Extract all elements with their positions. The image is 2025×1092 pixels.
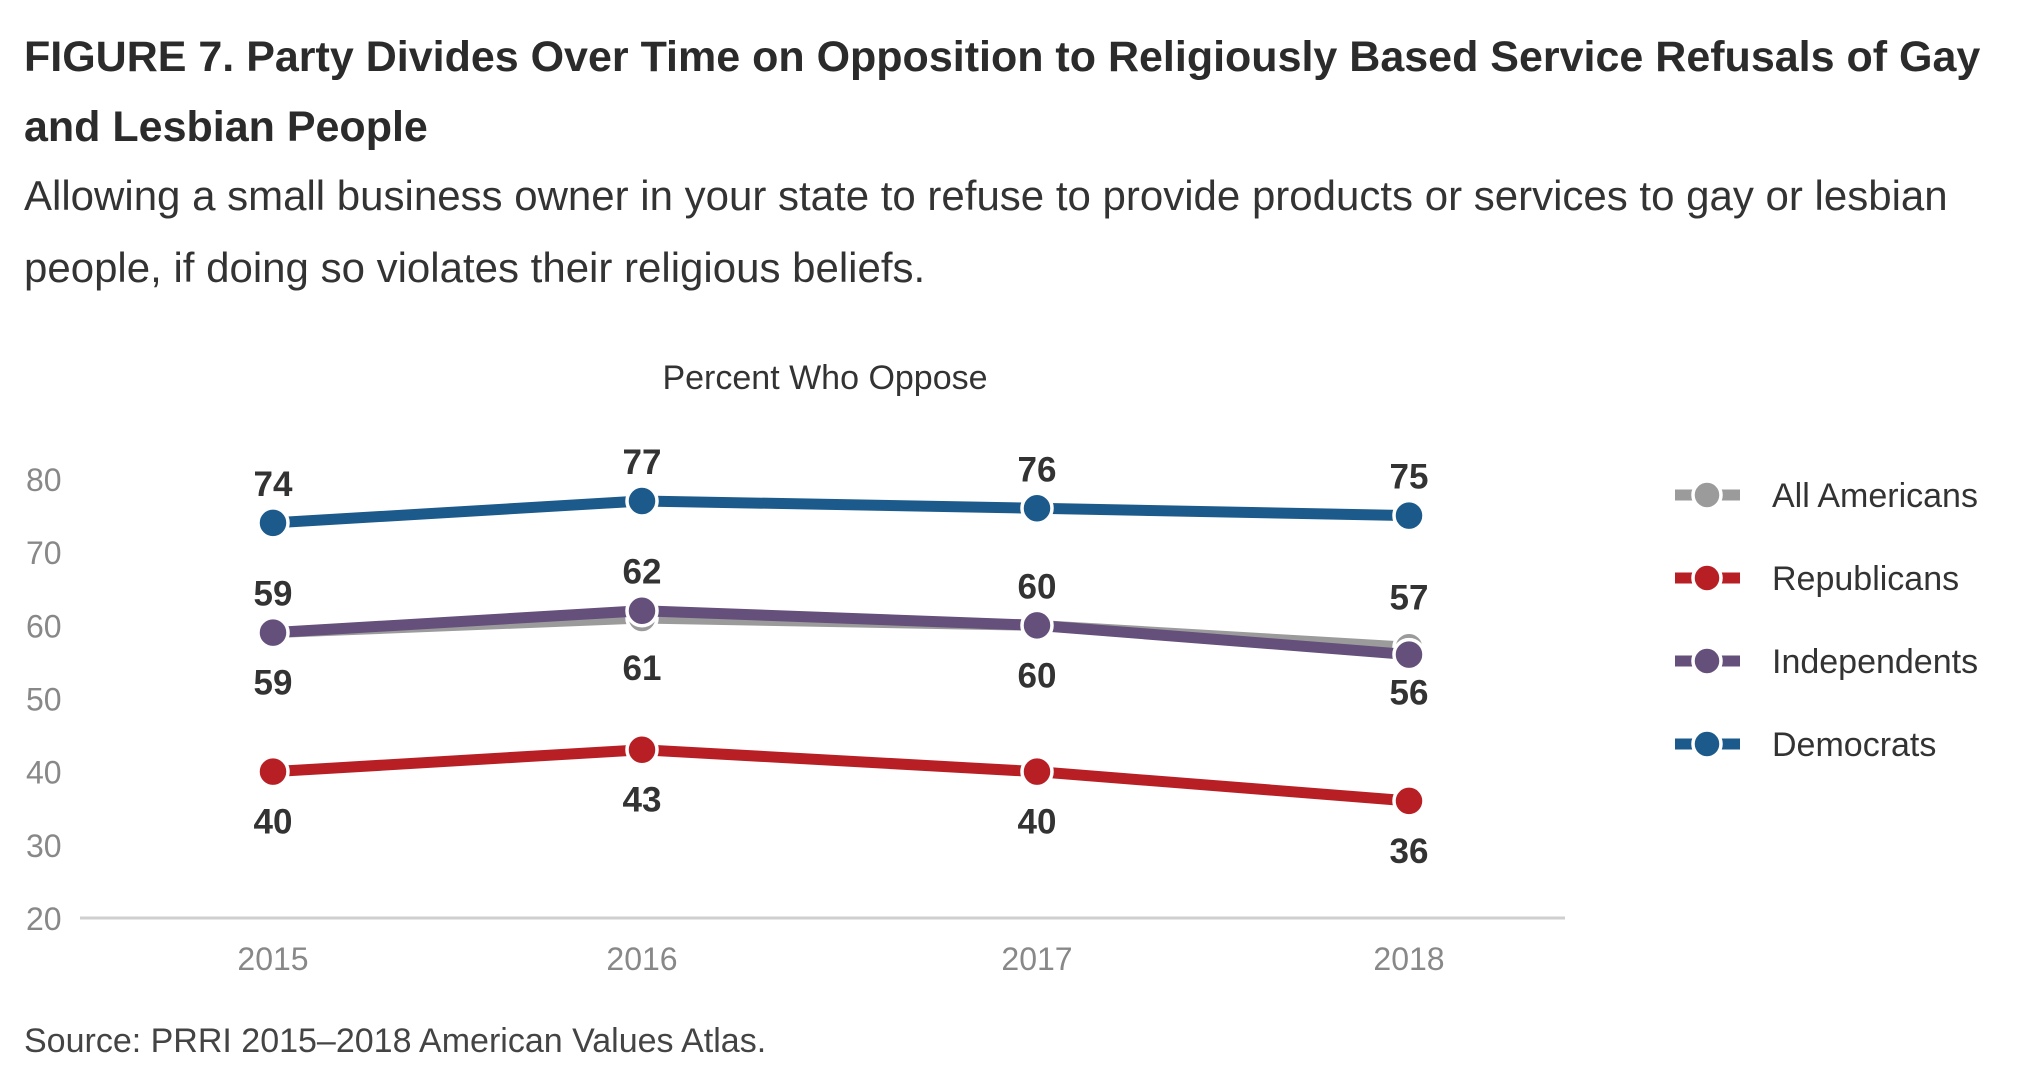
- y-axis: 20 30 40 50 60 70 80: [26, 462, 62, 937]
- legend-label: Democrats: [1772, 726, 1936, 764]
- data-label: 60: [1018, 656, 1057, 695]
- data-point: [625, 593, 659, 628]
- data-label: 40: [1018, 803, 1057, 842]
- series-line: [267, 744, 1415, 807]
- x-tick-label: 2016: [606, 941, 677, 977]
- x-axis: 2015 2016 2017 2018: [80, 916, 1565, 977]
- data-label: 60: [1018, 567, 1057, 606]
- y-tick-label: 40: [26, 755, 62, 791]
- data-point: [1020, 754, 1054, 789]
- data-point: [256, 615, 290, 650]
- data-label: 77: [623, 443, 662, 482]
- data-label: 43: [623, 781, 662, 820]
- figure-subtitle: Allowing a small business owner in your …: [24, 172, 1948, 291]
- legend-marker: [1691, 562, 1723, 594]
- data-label: 76: [1018, 450, 1057, 489]
- source-note: Source: PRRI 2015–2018 American Values A…: [24, 1022, 767, 1060]
- chart-title: Percent Who Oppose: [662, 359, 987, 397]
- legend-marker: [1691, 645, 1723, 677]
- x-tick-label: 2018: [1373, 941, 1444, 977]
- data-label: 59: [254, 664, 293, 703]
- y-tick-label: 50: [26, 682, 62, 718]
- figure-title: FIGURE 7. Party Divides Over Time on Opp…: [24, 33, 1981, 151]
- data-label: 61: [623, 649, 662, 688]
- data-point: [256, 506, 290, 540]
- data-point: [1392, 637, 1426, 672]
- legend-marker: [1691, 728, 1723, 760]
- legend-marker: [1691, 479, 1723, 511]
- data-point: [625, 732, 659, 767]
- legend-label: Independents: [1772, 643, 1978, 681]
- data-point: [1392, 498, 1426, 533]
- series-line: [267, 605, 1415, 661]
- y-tick-label: 80: [26, 462, 62, 498]
- data-label: 56: [1390, 674, 1429, 713]
- data-label: 40: [254, 803, 293, 842]
- y-tick-label: 30: [26, 828, 62, 864]
- data-point: [1392, 784, 1426, 818]
- y-tick-label: 20: [26, 901, 62, 937]
- plot-area: 74 77 76 75 40 43 40 36 59 62 60 56 59 61 60 57: [254, 443, 1429, 871]
- data-point: [1020, 491, 1054, 526]
- data-point: [625, 484, 659, 518]
- data-point: [256, 754, 290, 789]
- data-label: 57: [1390, 578, 1429, 617]
- y-tick-label: 70: [26, 535, 62, 571]
- data-label: 59: [254, 575, 293, 614]
- data-label: 75: [1390, 458, 1429, 497]
- data-label: 74: [254, 465, 293, 504]
- legend: All Americans Republicans Independents Demo…: [1675, 477, 1978, 764]
- data-point: [1020, 608, 1054, 643]
- legend-label: All Americans: [1772, 477, 1978, 515]
- series-line: [267, 495, 1415, 529]
- x-tick-label: 2017: [1001, 941, 1072, 977]
- y-tick-label: 60: [26, 608, 62, 644]
- x-tick-label: 2015: [237, 941, 308, 977]
- data-label: 62: [623, 553, 662, 592]
- data-label: 36: [1390, 832, 1429, 871]
- legend-label: Republicans: [1772, 560, 1959, 598]
